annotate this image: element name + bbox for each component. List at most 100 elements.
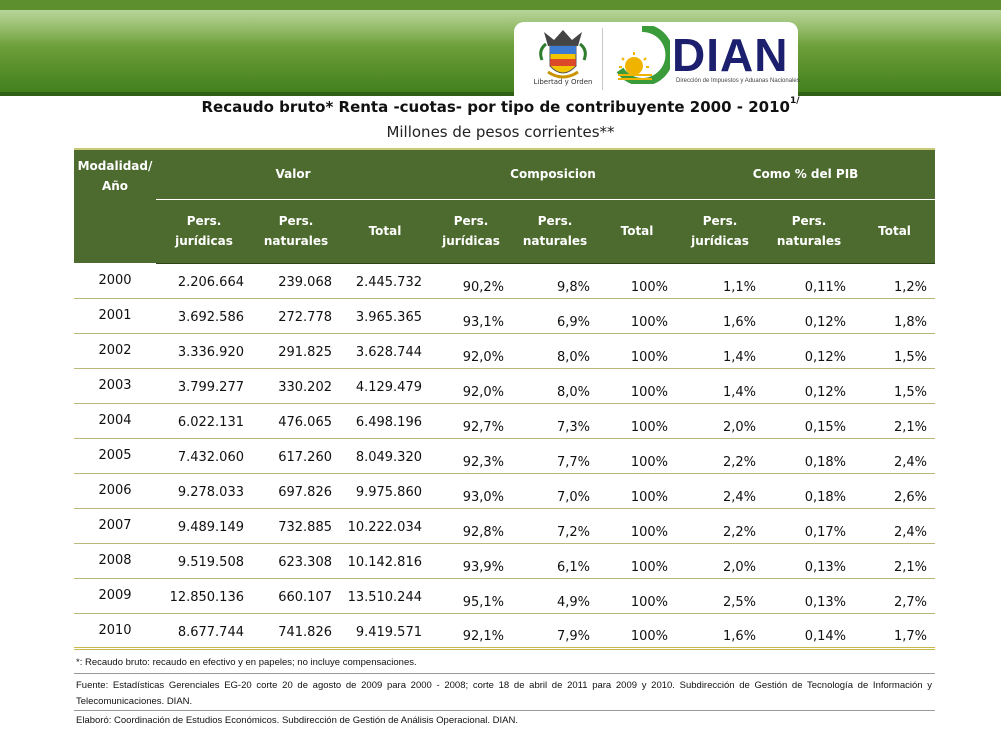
header-banner (0, 0, 1001, 96)
footnote-definition: *: Recaudo bruto: recaudo en efectivo y … (76, 657, 417, 668)
comp-juridicas-cell: 93,1% (430, 298, 512, 334)
valor-total-cell: 10.142.816 (340, 543, 430, 579)
comp-total-cell: 100% (598, 438, 677, 474)
colombia-crest-icon (539, 30, 587, 79)
valor-naturales-cell: 741.826 (252, 613, 340, 650)
table-body: 2000 2.206.664 239.068 2.445.732 90,2% 9,8% 10… (74, 263, 936, 650)
comp-total-cell: 100% (598, 298, 677, 334)
pib-total-cell: 2,6% (854, 473, 936, 509)
comp-juridicas-cell: 95,1% (430, 578, 512, 614)
comp-total-cell: 100% (598, 578, 677, 614)
valor-total-cell: 4.129.479 (340, 368, 430, 404)
comp-total-cell: 100% (598, 263, 677, 299)
year-cell: 2009 (74, 578, 156, 614)
valor-naturales-cell: 617.260 (252, 438, 340, 474)
pib-total-cell: 1,5% (854, 333, 936, 369)
banner-top-strip (0, 0, 1001, 10)
valor-juridicas-cell: 3.336.920 (156, 333, 252, 369)
pib-naturales-cell: 0,13% (764, 543, 855, 579)
valor-naturales-cell: 272.778 (252, 298, 340, 334)
comp-juridicas-cell: 93,9% (430, 543, 512, 579)
table-row: 2000 2.206.664 239.068 2.445.732 90,2% 9,8% 10… (74, 263, 936, 299)
valor-juridicas-cell: 2.206.664 (156, 263, 252, 299)
year-cell: 2001 (74, 298, 156, 334)
pib-juridicas-cell: 1,4% (676, 333, 765, 369)
valor-juridicas-cell: 8.677.744 (156, 613, 252, 650)
page-title: Recaudo bruto* Renta -cuotas- por tipo d… (0, 96, 1001, 116)
year-cell: 2000 (74, 263, 156, 299)
year-cell: 2008 (74, 543, 156, 579)
pib-juridicas-cell: 1,6% (676, 613, 765, 650)
comp-total-cell: 100% (598, 508, 677, 544)
logo-divider (602, 28, 603, 90)
pib-total-cell: 2,4% (854, 438, 936, 474)
year-cell: 2004 (74, 403, 156, 439)
subheader-pib-naturales: Pers. naturales (764, 198, 855, 264)
subheader-comp-juridicas: Pers. jurídicas (430, 198, 512, 264)
page-subtitle: Millones de pesos corrientes** (386, 123, 615, 141)
valor-total-cell: 3.965.365 (340, 298, 430, 334)
table-row: 2002 3.336.920 291.825 3.628.744 92,0% 8,0% 10… (74, 333, 936, 369)
pib-juridicas-cell: 2,0% (676, 403, 765, 439)
table-row: 2010 8.677.744 741.826 9.419.571 92,1% 7,9% 10… (74, 613, 936, 650)
pib-naturales-cell: 0,11% (764, 263, 855, 299)
comp-juridicas-cell: 93,0% (430, 473, 512, 509)
valor-naturales-cell: 476.065 (252, 403, 340, 439)
pib-total-cell: 1,7% (854, 613, 936, 650)
pib-total-cell: 2,1% (854, 403, 936, 439)
pib-naturales-cell: 0,14% (764, 613, 855, 650)
pib-naturales-cell: 0,15% (764, 403, 855, 439)
pib-juridicas-cell: 2,0% (676, 543, 765, 579)
comp-naturales-cell: 6,9% (512, 298, 598, 334)
comp-juridicas-cell: 92,7% (430, 403, 512, 439)
comp-naturales-cell: 4,9% (512, 578, 598, 614)
valor-juridicas-cell: 3.692.586 (156, 298, 252, 334)
tax-collection-table: Modalidad/ Año Valor Composicion Como % … (74, 148, 936, 650)
comp-total-cell: 100% (598, 543, 677, 579)
title-text: Recaudo bruto* Renta -cuotas- por tipo d… (201, 98, 790, 116)
comp-naturales-cell: 7,2% (512, 508, 598, 544)
subheader-comp-total: Total (598, 198, 677, 264)
table-row: 2005 7.432.060 617.260 8.049.320 92,3% 7,7% 10… (74, 438, 936, 474)
valor-naturales-cell: 732.885 (252, 508, 340, 544)
valor-naturales-cell: 239.068 (252, 263, 340, 299)
banner-shine (0, 10, 1001, 46)
pib-juridicas-cell: 2,5% (676, 578, 765, 614)
comp-juridicas-cell: 90,2% (430, 263, 512, 299)
year-cell: 2002 (74, 333, 156, 369)
comp-naturales-cell: 8,0% (512, 333, 598, 369)
footnote-divider (74, 673, 935, 674)
comp-naturales-cell: 7,3% (512, 403, 598, 439)
valor-naturales-cell: 330.202 (252, 368, 340, 404)
valor-naturales-cell: 660.107 (252, 578, 340, 614)
group-header-pib: Como % del PIB (676, 148, 936, 199)
dian-logo-icon (616, 26, 670, 84)
comp-naturales-cell: 8,0% (512, 368, 598, 404)
valor-total-cell: 8.049.320 (340, 438, 430, 474)
year-cell: 2006 (74, 473, 156, 509)
pib-juridicas-cell: 1,4% (676, 368, 765, 404)
table-row: 2009 12.850.136 660.107 13.510.244 95,1% 4,9%… (74, 578, 936, 614)
pib-total-cell: 2,4% (854, 508, 936, 544)
valor-total-cell: 9.975.860 (340, 473, 430, 509)
valor-juridicas-cell: 3.799.277 (156, 368, 252, 404)
valor-juridicas-cell: 9.519.508 (156, 543, 252, 579)
group-header-composicion: Composicion (430, 148, 677, 199)
table-row: 2008 9.519.508 623.308 10.142.816 93,9% 6,1% 1… (74, 543, 936, 579)
footnote-divider (74, 710, 935, 711)
crest-caption: Libertad y Orden (533, 78, 593, 86)
comp-juridicas-cell: 92,0% (430, 368, 512, 404)
comp-juridicas-cell: 92,1% (430, 613, 512, 650)
valor-naturales-cell: 697.826 (252, 473, 340, 509)
pib-total-cell: 2,7% (854, 578, 936, 614)
valor-juridicas-cell: 12.850.136 (156, 578, 252, 614)
group-header-valor: Valor (156, 148, 430, 199)
pib-naturales-cell: 0,12% (764, 368, 855, 404)
comp-total-cell: 100% (598, 473, 677, 509)
table-row: 2006 9.278.033 697.826 9.975.860 93,0% 7,0% 10… (74, 473, 936, 509)
banner-bottom-strip (0, 92, 1001, 96)
pib-naturales-cell: 0,18% (764, 473, 855, 509)
subheader-valor-total: Total (340, 198, 430, 264)
comp-total-cell: 100% (598, 368, 677, 404)
comp-naturales-cell: 7,7% (512, 438, 598, 474)
